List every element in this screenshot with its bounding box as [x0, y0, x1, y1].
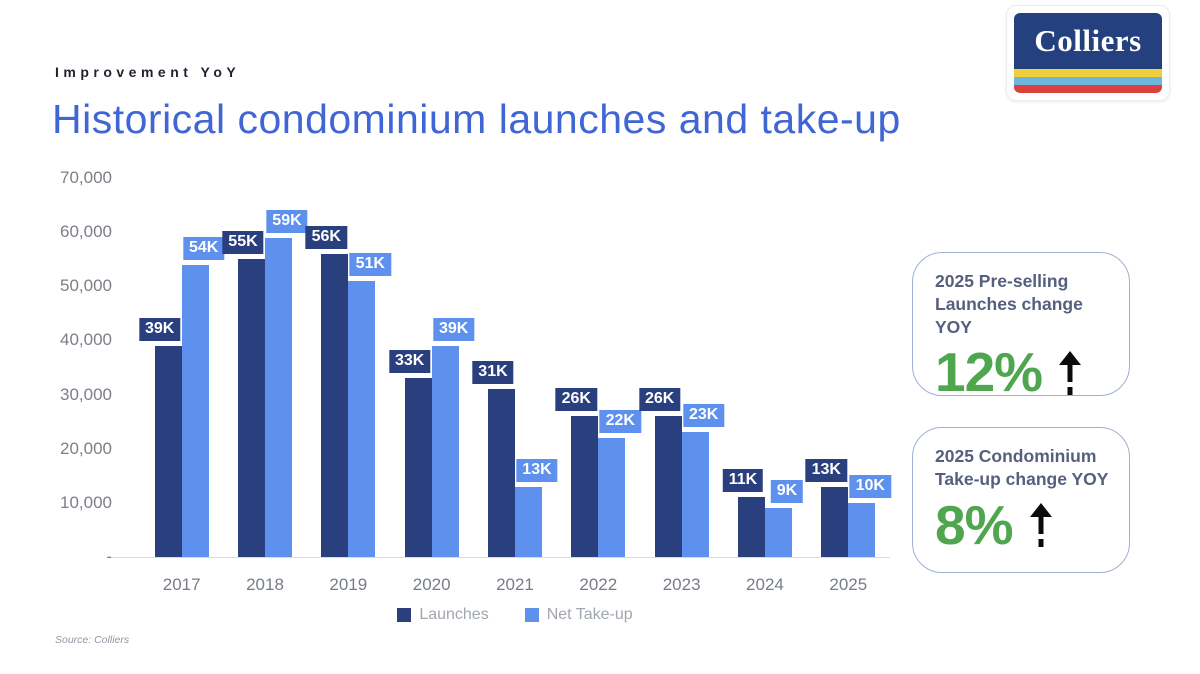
- bar-chart-plot-area: 39K 54K 2017 55K 59K 2018 56K 51K 2019 33K 39K 2020…: [138, 178, 891, 594]
- logo-stripe-sky: [1014, 77, 1162, 85]
- launches-change-card: 2025 Pre-selling Launches change YOY 12%: [912, 252, 1130, 402]
- y-axis-tick-label: 60,000: [60, 222, 112, 242]
- legend-label: Launches: [419, 606, 489, 623]
- y-axis-tick-label: 40,000: [60, 330, 112, 350]
- takeup-change-card-title: 2025 Condominium Take-up change YOY: [935, 445, 1119, 491]
- bar-group-2018: 55K 59K 2018: [222, 178, 308, 594]
- launches-value-label: 33K: [388, 350, 431, 373]
- logo-stripe-yellow: [1014, 69, 1162, 77]
- net-takeup-value-label: 39K: [432, 318, 475, 341]
- x-axis-year-label: 2021: [496, 575, 534, 594]
- launches-bar: [237, 259, 265, 557]
- colliers-logo-box: Colliers: [1014, 13, 1162, 69]
- legend-swatch-icon: [397, 608, 412, 622]
- legend-item-net-take-up: Net Take-up: [524, 606, 633, 624]
- net-takeup-bar: [348, 281, 376, 557]
- launches-bar: [654, 416, 682, 557]
- bar-group-2017: 39K 54K 2017: [138, 178, 225, 594]
- launches-value-label: 11K: [722, 469, 764, 492]
- x-axis-year-label: 2022: [579, 575, 618, 594]
- launches-bar: [571, 416, 599, 557]
- y-axis-tick-label: 70,000: [60, 168, 112, 187]
- net-takeup-bar: [681, 432, 709, 557]
- takeup-change-card: 2025 Condominium Take-up change YOY 8%: [912, 427, 1130, 573]
- page-title: Historical condominium launches and take…: [52, 96, 901, 142]
- net-takeup-value-label: 51K: [349, 253, 391, 276]
- launches-value-label: 26K: [555, 388, 597, 411]
- launches-bar: [404, 378, 432, 557]
- launches-change-value: 12%: [935, 341, 1043, 404]
- net-takeup-bar: [264, 238, 292, 557]
- net-takeup-bar: [848, 503, 876, 557]
- net-takeup-value-label: 9K: [770, 480, 804, 503]
- bar-group-2023: 26K 23K 2023: [638, 178, 725, 594]
- takeup-change-line1: 2025 Condominium: [935, 446, 1097, 466]
- x-axis-year-label: 2020: [412, 575, 451, 594]
- bar-group-2025: 13K 10K 2025: [805, 178, 891, 594]
- x-axis-year-label: 2018: [246, 575, 284, 594]
- y-axis-tick-label: 30,000: [60, 384, 112, 404]
- launches-change-line2: Launches change YOY: [935, 293, 1083, 337]
- y-axis-tick-label: -: [106, 547, 112, 566]
- takeup-change-line2: Take-up change YOY: [935, 468, 1109, 489]
- net-takeup-bar: [181, 265, 209, 557]
- net-takeup-bar: [431, 346, 459, 557]
- bar-group-2022: 26K 22K 2022: [555, 178, 641, 594]
- launches-value-label: 56K: [305, 226, 347, 249]
- net-takeup-bar: [598, 438, 626, 557]
- net-takeup-bar: [514, 487, 542, 557]
- net-takeup-value-label: 59K: [266, 210, 308, 233]
- launches-change-card-title: 2025 Pre-selling Launches change YOY: [935, 270, 1119, 338]
- legend-swatch-icon: [524, 608, 539, 622]
- y-axis-tick-label: 10,000: [60, 492, 112, 512]
- bar-group-2020: 33K 39K 2020: [388, 178, 475, 594]
- net-takeup-value-label: 54K: [182, 237, 225, 260]
- up-arrow-icon: [1059, 350, 1082, 395]
- y-axis-tick-label: 20,000: [60, 438, 112, 458]
- launches-bar: [737, 497, 765, 557]
- chart-legend: Launches Net Take-up: [140, 606, 890, 624]
- kicker-label: Improvement YoY: [55, 64, 241, 80]
- x-axis-year-label: 2017: [162, 575, 201, 594]
- launches-bar: [487, 389, 515, 557]
- colliers-logo: Colliers: [1006, 5, 1170, 101]
- x-axis-year-label: 2024: [746, 575, 784, 594]
- y-axis-tick-label: 50,000: [60, 276, 112, 296]
- net-takeup-value-label: 10K: [849, 475, 891, 498]
- launches-change-line1: 2025 Pre-selling: [935, 271, 1069, 291]
- bar-group-2019: 56K 51K 2019: [305, 178, 391, 594]
- net-takeup-value-label: 22K: [599, 410, 641, 433]
- bar-group-2024: 11K 9K 2024: [722, 178, 806, 594]
- up-arrow-icon: [1029, 502, 1052, 547]
- y-axis: 70,000 60,000 50,000 40,000 30,000 20,000 10,0…: [30, 168, 112, 566]
- launches-value-label: 31K: [472, 361, 514, 384]
- net-takeup-bar: [764, 508, 792, 557]
- launches-value-label: 26K: [638, 388, 681, 411]
- net-takeup-value-label: 23K: [682, 404, 725, 427]
- logo-stripe-red: [1014, 85, 1162, 93]
- x-axis-year-label: 2023: [662, 575, 701, 594]
- bar-group-2021: 31K 13K 2021: [472, 178, 558, 594]
- launches-bar: [154, 346, 182, 557]
- legend-item-launches: Launches: [397, 606, 489, 624]
- launches-bar: [821, 487, 849, 557]
- launches-bar: [321, 254, 349, 557]
- launches-value-label: 39K: [138, 318, 181, 341]
- launches-value-label: 55K: [222, 231, 264, 254]
- x-axis-line: [112, 557, 890, 558]
- launches-value-label: 13K: [805, 459, 847, 482]
- x-axis-year-label: 2025: [829, 575, 868, 594]
- legend-label: Net Take-up: [546, 606, 633, 623]
- net-takeup-value-label: 13K: [516, 459, 558, 482]
- x-axis-year-label: 2019: [329, 575, 368, 594]
- takeup-change-value: 8%: [935, 493, 1013, 556]
- source-note: Source: Colliers: [55, 634, 130, 646]
- colliers-logo-text: Colliers: [1034, 23, 1142, 58]
